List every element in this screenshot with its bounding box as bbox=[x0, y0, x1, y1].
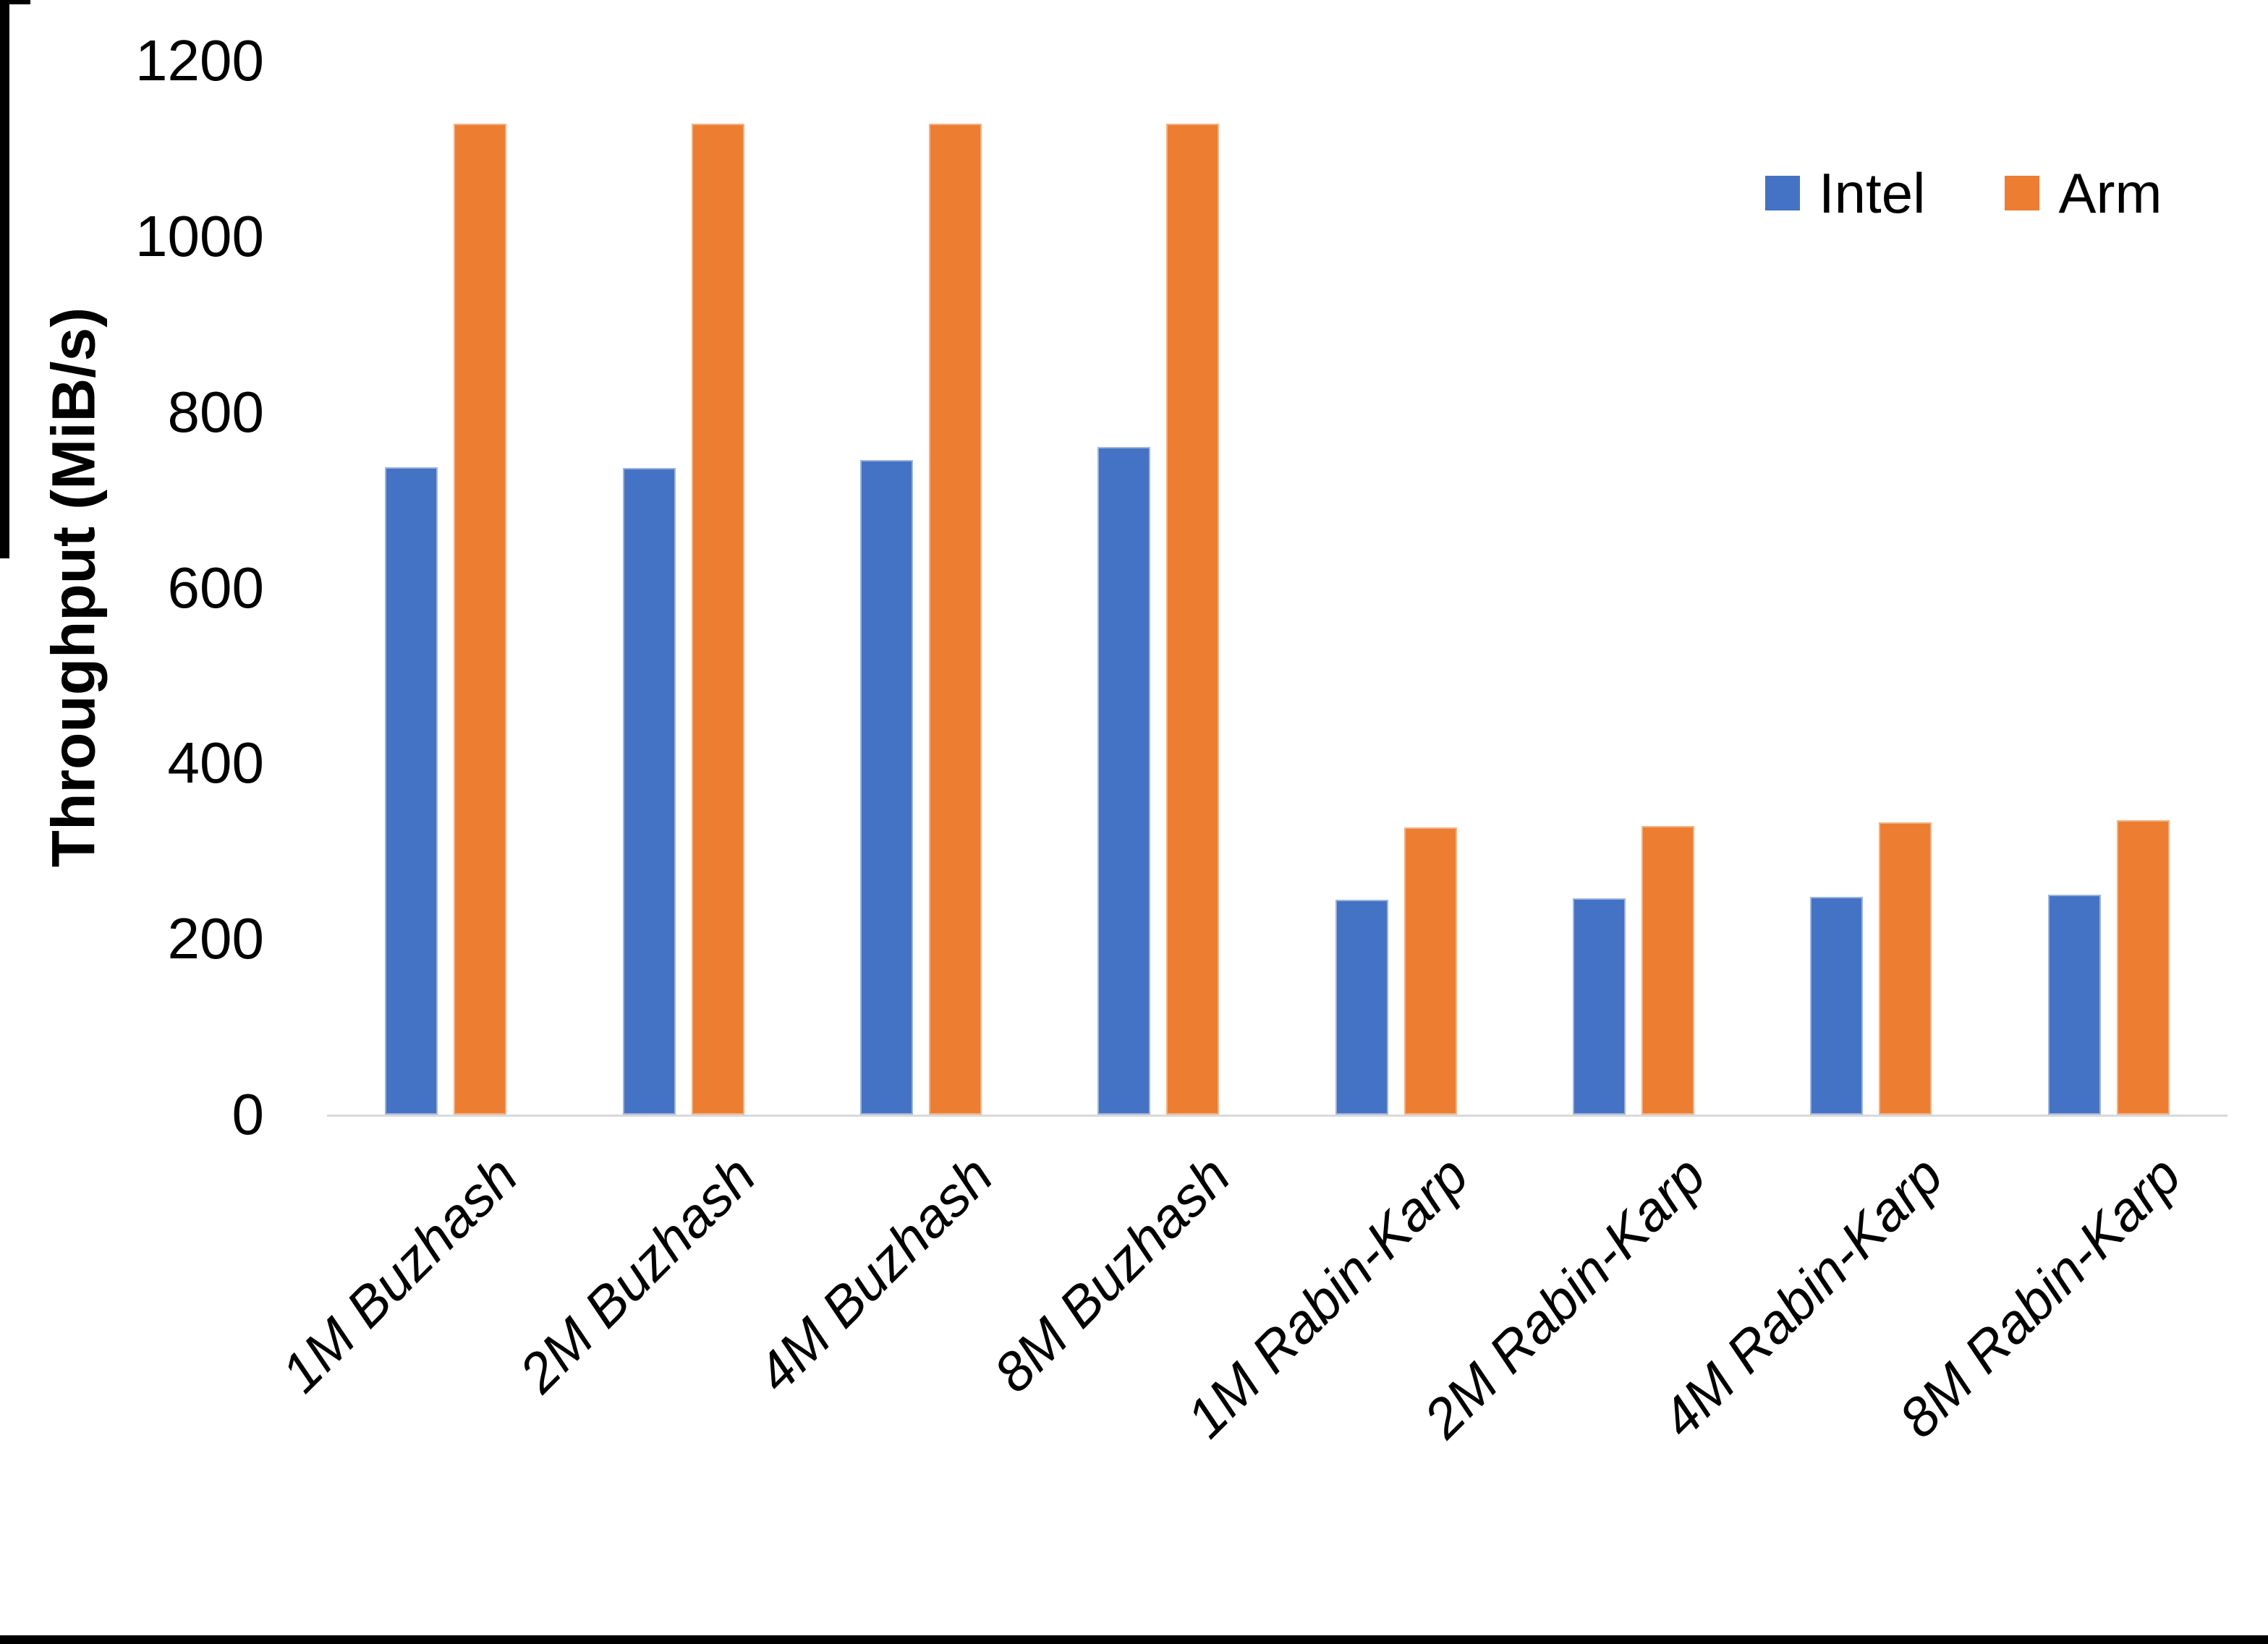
x-label-8m-rabin-karp: 8M Rabin-Karp bbox=[1887, 1144, 2193, 1450]
screenshot-top-border-mark bbox=[0, 0, 30, 4]
legend-label-arm: Arm bbox=[2058, 161, 2162, 225]
bar-intel-1m-buzhash bbox=[385, 467, 438, 1115]
bar-intel-2m-buzhash bbox=[622, 468, 676, 1115]
x-label-1m-buzhash: 1M Buzhash bbox=[270, 1144, 530, 1405]
bar-intel-8m-buzhash bbox=[1097, 447, 1151, 1115]
x-axis-line bbox=[327, 1115, 2227, 1117]
bar-intel-2m-rabin-karp bbox=[1573, 898, 1626, 1115]
x-label-1m-rabin-karp: 1M Rabin-Karp bbox=[1174, 1144, 1480, 1450]
bar-arm-4m-rabin-karp bbox=[1879, 822, 1932, 1115]
bar-arm-8m-buzhash bbox=[1166, 124, 1220, 1115]
legend-swatch-arm bbox=[2005, 176, 2040, 210]
y-tick-label-200: 200 bbox=[167, 906, 264, 971]
x-label-8m-buzhash: 8M Buzhash bbox=[982, 1144, 1243, 1405]
x-label-4m-buzhash: 4M Buzhash bbox=[744, 1144, 1005, 1405]
bar-arm-8m-rabin-karp bbox=[2116, 820, 2170, 1115]
bar-arm-2m-rabin-karp bbox=[1641, 825, 1695, 1115]
y-tick-label-0: 0 bbox=[232, 1082, 265, 1146]
bar-arm-2m-buzhash bbox=[691, 124, 744, 1115]
bar-intel-4m-buzhash bbox=[859, 460, 913, 1115]
y-tick-label-400: 400 bbox=[167, 731, 264, 796]
y-tick-label-1200: 1200 bbox=[135, 28, 264, 93]
bar-arm-4m-buzhash bbox=[928, 124, 982, 1115]
bar-intel-8m-rabin-karp bbox=[2047, 895, 2101, 1115]
legend-item-intel: Intel bbox=[1765, 165, 1925, 221]
x-label-2m-buzhash: 2M Buzhash bbox=[507, 1144, 768, 1405]
legend-item-arm: Arm bbox=[2005, 165, 2162, 221]
screenshot-left-border bbox=[0, 0, 9, 558]
legend: Intel Arm bbox=[1765, 165, 2162, 221]
x-label-2m-rabin-karp: 2M Rabin-Karp bbox=[1412, 1144, 1717, 1450]
y-tick-label-1000: 1000 bbox=[135, 203, 264, 268]
bar-intel-1m-rabin-karp bbox=[1335, 899, 1388, 1115]
legend-swatch-intel bbox=[1765, 176, 1800, 210]
x-label-4m-rabin-karp: 4M Rabin-Karp bbox=[1649, 1144, 1955, 1450]
bar-arm-1m-buzhash bbox=[454, 124, 507, 1115]
bar-arm-1m-rabin-karp bbox=[1403, 827, 1457, 1115]
bar-intel-4m-rabin-karp bbox=[1810, 896, 1864, 1115]
y-tick-label-600: 600 bbox=[167, 555, 264, 620]
screenshot-bottom-border bbox=[0, 1635, 2268, 1644]
y-tick-label-800: 800 bbox=[167, 379, 264, 444]
legend-label-intel: Intel bbox=[1819, 161, 1926, 225]
